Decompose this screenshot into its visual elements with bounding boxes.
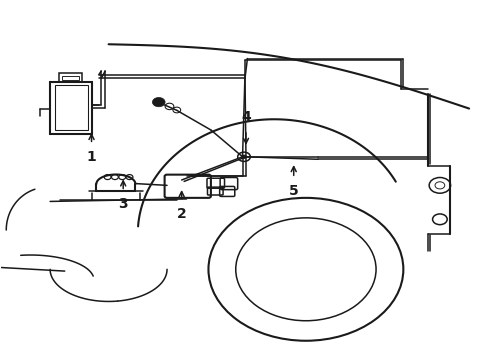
Text: 5: 5 — [289, 184, 298, 198]
Circle shape — [112, 175, 118, 180]
Text: 4: 4 — [241, 109, 251, 123]
Circle shape — [152, 98, 165, 107]
Circle shape — [119, 175, 125, 180]
Text: 3: 3 — [119, 197, 128, 211]
Bar — [55, 85, 88, 130]
Bar — [50, 82, 92, 134]
Bar — [62, 76, 79, 80]
Circle shape — [104, 175, 111, 180]
Text: 1: 1 — [87, 150, 97, 164]
Circle shape — [242, 155, 246, 158]
Bar — [59, 73, 82, 82]
Circle shape — [238, 152, 250, 161]
Circle shape — [126, 175, 133, 180]
Text: 2: 2 — [177, 207, 187, 221]
